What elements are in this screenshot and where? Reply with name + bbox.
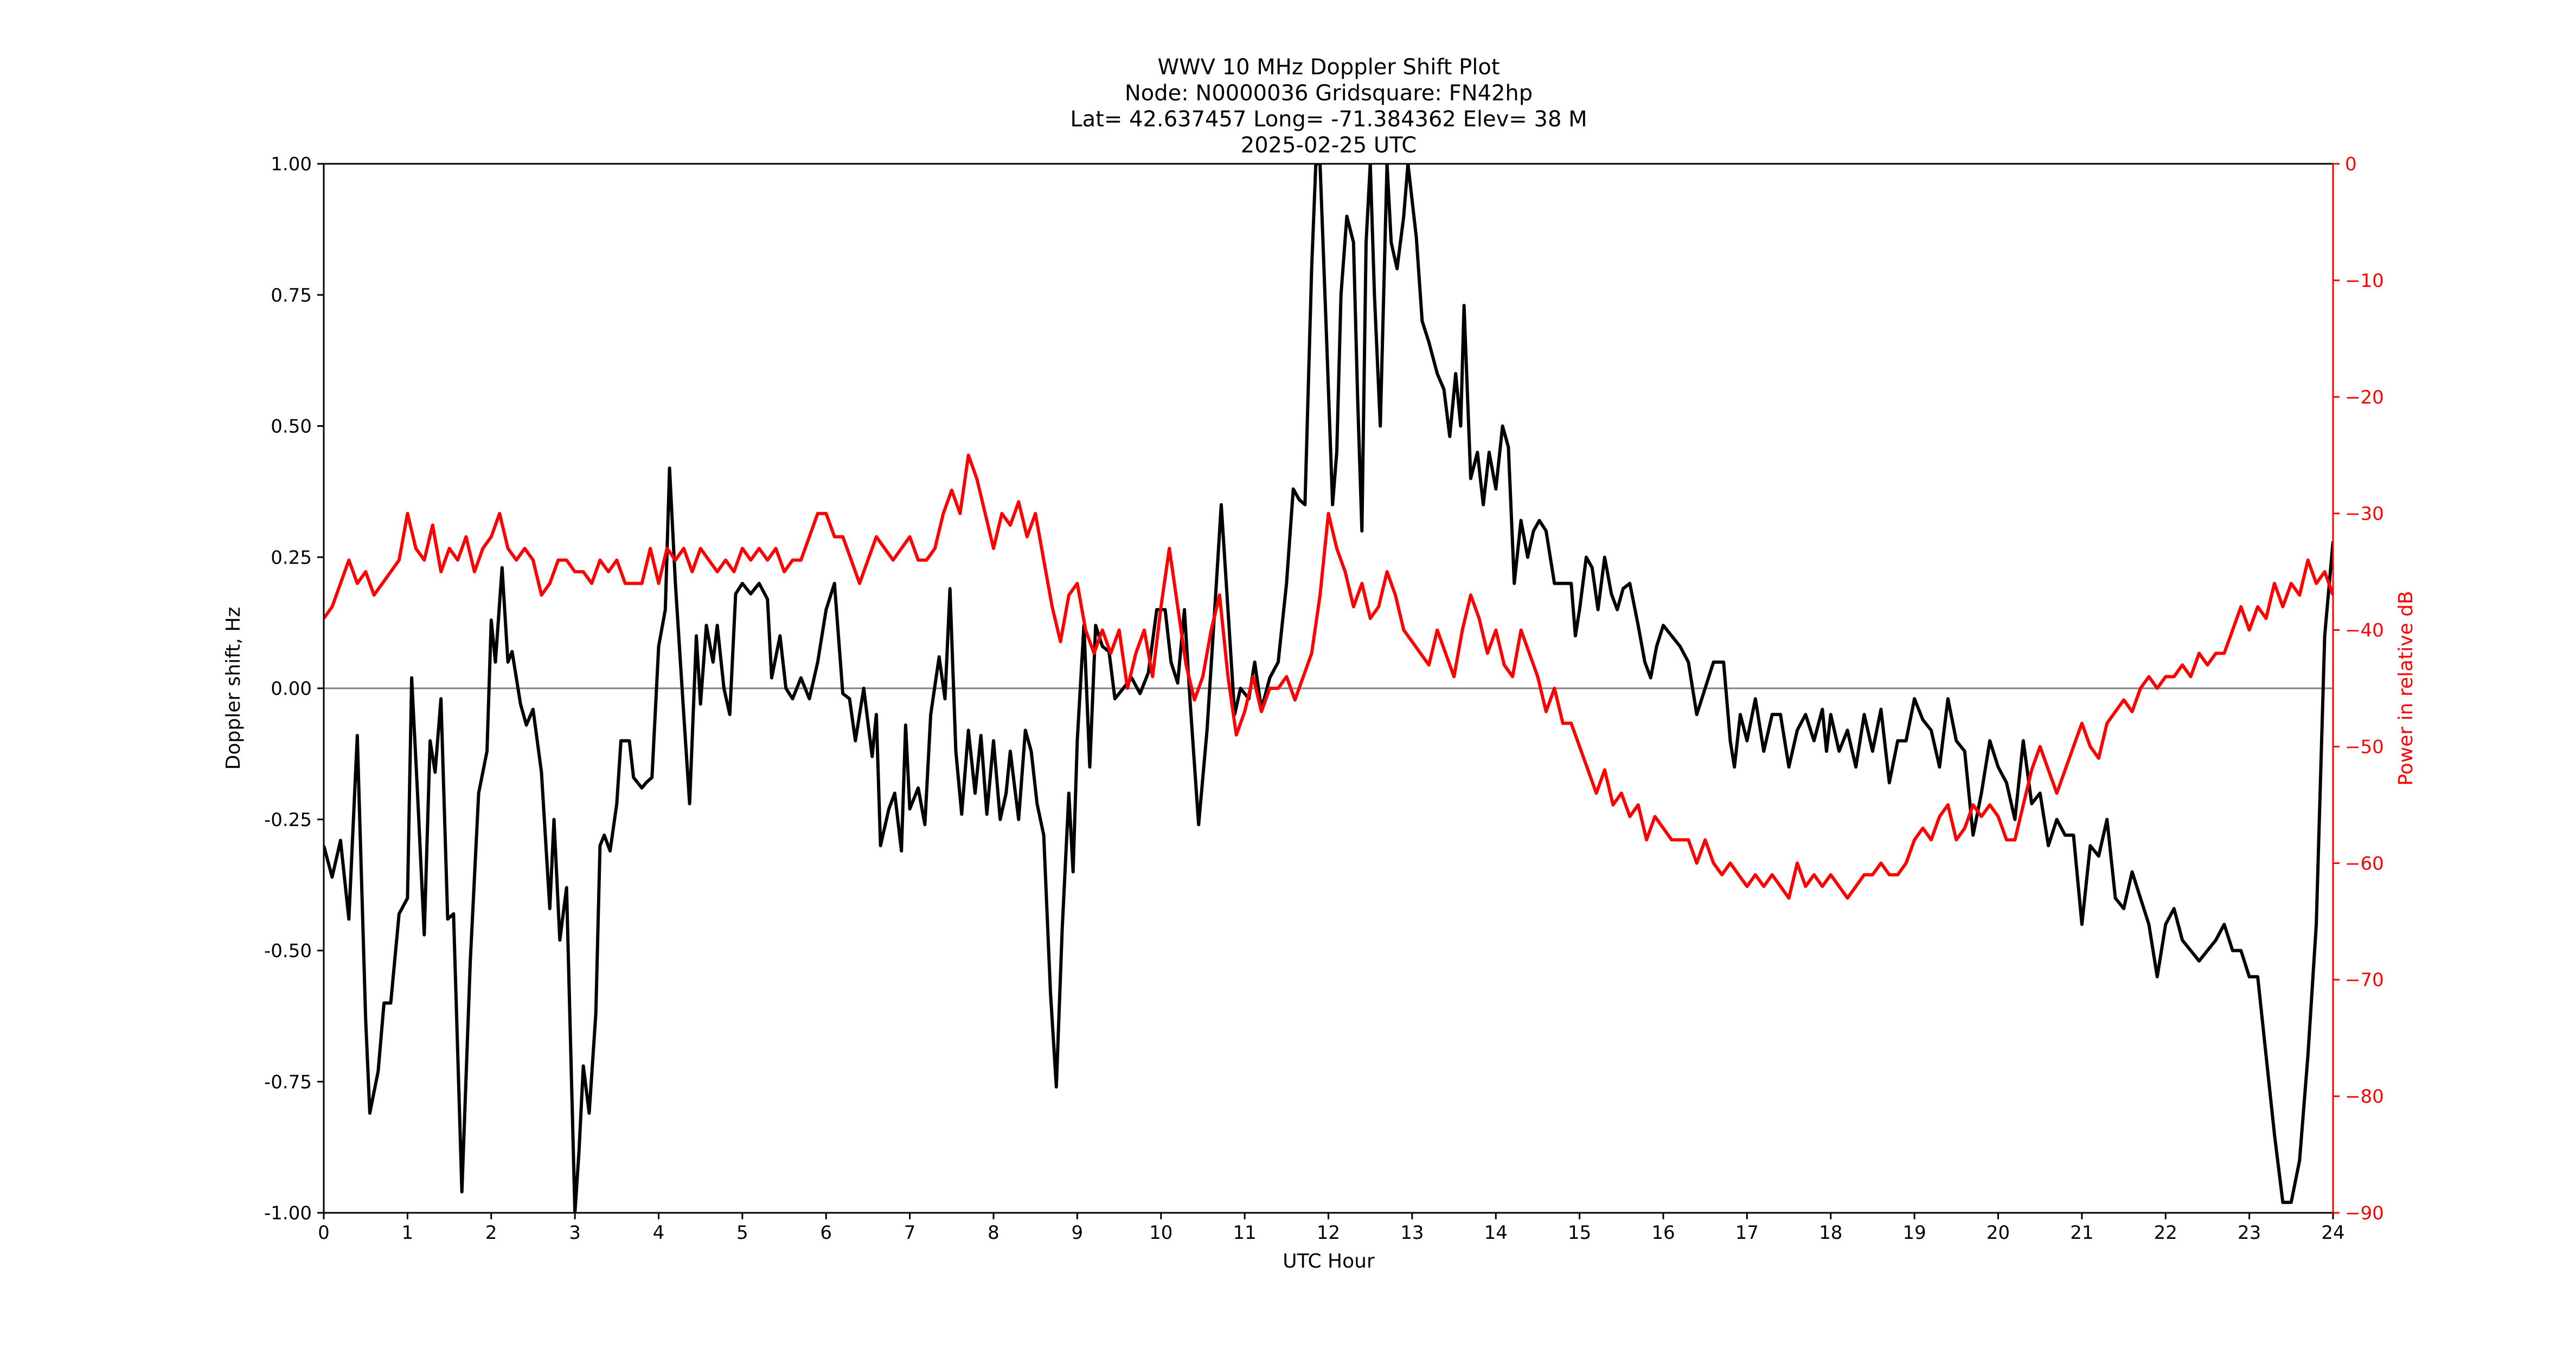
- y-tick-label: 0.25: [271, 547, 312, 568]
- x-tick-label: 11: [1233, 1222, 1256, 1244]
- x-tick-label: 12: [1317, 1222, 1340, 1244]
- right-tick-label: −40: [2345, 620, 2384, 642]
- x-tick-label: 1: [402, 1222, 414, 1244]
- y-tick-label: -0.75: [264, 1071, 312, 1093]
- right-axis-ticks: 0 −10 −20 −30 −40 −50 −60 −70 −80 −90: [2333, 153, 2384, 1224]
- x-tick-label: 7: [904, 1222, 916, 1244]
- x-tick-label: 18: [1819, 1222, 1842, 1244]
- x-tick-label: 5: [736, 1222, 748, 1244]
- right-tick-label: 0: [2345, 153, 2357, 175]
- right-axis-label: Power in relative dB: [2395, 591, 2417, 785]
- x-tick-label: 13: [1400, 1222, 1424, 1244]
- x-axis-ticks: 0 1 2 3 4 5 6 7 8 9 10 11 12 13 14 15 16 17 18 19 20 21 22 23 24: [318, 1213, 2345, 1244]
- right-tick-label: −90: [2345, 1203, 2384, 1224]
- title-line-4: 2025-02-25 UTC: [1241, 133, 1417, 158]
- right-tick-label: −70: [2345, 969, 2384, 991]
- y-tick-label: -0.50: [264, 941, 312, 962]
- right-tick-label: −20: [2345, 387, 2384, 408]
- chart-title: WWV 10 MHz Doppler Shift Plot Node: N000…: [1070, 55, 1587, 158]
- right-tick-label: −60: [2345, 853, 2384, 874]
- x-tick-label: 3: [569, 1222, 581, 1244]
- x-tick-label: 19: [1902, 1222, 1926, 1244]
- x-tick-label: 24: [2321, 1222, 2344, 1244]
- x-tick-label: 17: [1735, 1222, 1759, 1244]
- title-line-2: Node: N0000036 Gridsquare: FN42hp: [1125, 81, 1533, 106]
- x-tick-label: 6: [820, 1222, 832, 1244]
- doppler-series-line: [324, 164, 2333, 1213]
- x-tick-label: 9: [1072, 1222, 1084, 1244]
- series-layer: [324, 164, 2333, 1213]
- y-tick-label: 1.00: [271, 153, 312, 175]
- y-tick-label: 0.50: [271, 416, 312, 438]
- right-tick-label: −10: [2345, 270, 2384, 292]
- x-tick-label: 14: [1484, 1222, 1508, 1244]
- y-tick-label: -0.25: [264, 809, 312, 831]
- x-tick-label: 21: [2070, 1222, 2093, 1244]
- y-tick-label: -1.00: [264, 1203, 312, 1224]
- right-tick-label: −50: [2345, 736, 2384, 758]
- x-tick-label: 4: [653, 1222, 665, 1244]
- x-axis-label: UTC Hour: [1283, 1250, 1375, 1272]
- title-line-1: WWV 10 MHz Doppler Shift Plot: [1157, 55, 1500, 80]
- x-tick-label: 22: [2154, 1222, 2177, 1244]
- x-tick-label: 10: [1149, 1222, 1172, 1244]
- title-line-3: Lat= 42.637457 Long= -71.384362 Elev= 38…: [1070, 107, 1587, 132]
- y-axis-label: Doppler shift, Hz: [222, 607, 245, 770]
- y-tick-label: 0.75: [271, 285, 312, 306]
- x-tick-label: 15: [1568, 1222, 1591, 1244]
- x-tick-label: 23: [2238, 1222, 2261, 1244]
- y-tick-label: 0.00: [271, 678, 312, 700]
- right-tick-label: −80: [2345, 1086, 2384, 1108]
- x-tick-label: 20: [1987, 1222, 2010, 1244]
- x-tick-label: 2: [485, 1222, 497, 1244]
- power-series-line: [324, 453, 2333, 900]
- x-tick-label: 0: [318, 1222, 330, 1244]
- y-axis-ticks: 1.00 0.75 0.50 0.25 0.00 -0.25 -0.50 -0.75 -1.00: [264, 153, 324, 1224]
- x-tick-label: 16: [1651, 1222, 1675, 1244]
- x-tick-label: 8: [988, 1222, 999, 1244]
- right-tick-label: −30: [2345, 503, 2384, 525]
